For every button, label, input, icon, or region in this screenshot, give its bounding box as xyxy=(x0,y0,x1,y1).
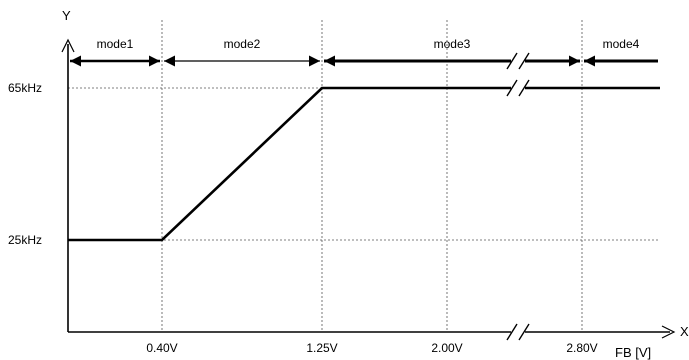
axes: Y X FB [V] xyxy=(61,8,689,360)
mode-arrowhead xyxy=(149,55,160,67)
mode-range: mode4 xyxy=(584,37,658,67)
mode-arrowhead xyxy=(164,55,175,67)
mode-range: mode1 xyxy=(70,37,160,67)
mode-arrowhead xyxy=(569,55,580,67)
y-axis-arrow xyxy=(61,38,75,53)
mode-label: mode4 xyxy=(603,37,640,51)
mode-arrowhead xyxy=(324,55,335,67)
series-line xyxy=(68,86,660,242)
mode-label: mode2 xyxy=(224,37,261,51)
tick-labels: 0.40V 1.25V 2.00V 2.80V 25kHz 65kHz xyxy=(8,81,598,355)
x-axis-label: FB [V] xyxy=(615,345,651,360)
mode-range: mode2 xyxy=(164,37,320,67)
x-tick-label: 1.25V xyxy=(306,341,337,355)
mode-ranges: mode1 mode2 mode3 mode4 xyxy=(70,37,658,67)
y-axis-label: Y xyxy=(62,8,71,23)
mode-arrowhead xyxy=(584,55,595,67)
y-tick-label: 25kHz xyxy=(8,233,42,247)
x-tick-label: 2.80V xyxy=(566,341,597,355)
axis-break-mark xyxy=(506,79,530,97)
x-axis-end-label: X xyxy=(680,324,689,339)
axis-break-mark xyxy=(506,323,530,341)
axis-break-mark xyxy=(506,52,530,70)
grid-lines xyxy=(68,20,660,332)
mode-range: mode3 xyxy=(324,37,580,67)
mode-label: mode3 xyxy=(434,37,471,51)
y-tick-label: 65kHz xyxy=(8,81,42,95)
mode-label: mode1 xyxy=(97,37,134,51)
x-tick-label: 2.00V xyxy=(431,341,462,355)
axis-breaks xyxy=(506,52,530,341)
mode-arrowhead xyxy=(309,55,320,67)
x-tick-label: 0.40V xyxy=(146,341,177,355)
series xyxy=(68,86,660,242)
mode-arrowhead xyxy=(70,55,81,67)
x-axis-arrow xyxy=(661,325,676,339)
